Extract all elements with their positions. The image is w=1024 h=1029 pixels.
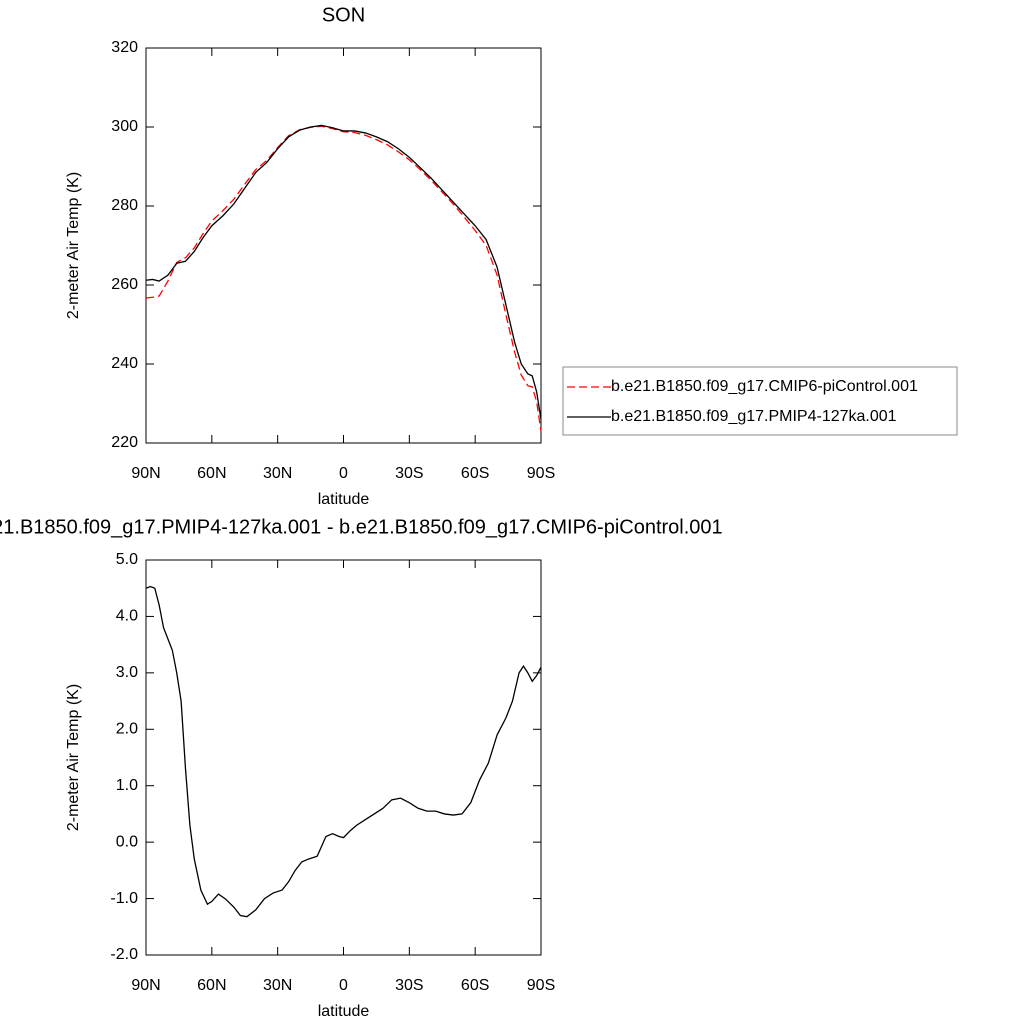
x-axis-label: latitude [318, 491, 370, 508]
data-line [145, 124, 542, 420]
x-tick-label: 90N [131, 977, 160, 994]
y-tick-label: -2.0 [110, 946, 138, 963]
x-tick-label: 90N [131, 465, 160, 482]
data-line [145, 125, 542, 432]
y-tick-label: 3.0 [116, 664, 138, 681]
y-tick-label: 300 [111, 118, 138, 135]
x-tick-label: 90S [527, 977, 555, 994]
x-tick-label: 0 [339, 977, 348, 994]
y-axis-label: 2-meter Air Temp (K) [65, 684, 82, 831]
x-axis-label: latitude [318, 1003, 370, 1020]
y-tick-label: -1.0 [110, 890, 138, 907]
legend-box [562, 366, 958, 436]
y-tick-label: 280 [111, 197, 138, 214]
data-line [145, 585, 542, 918]
legend-label: b.e21.B1850.f09_g17.CMIP6-piControl.001 [611, 378, 918, 395]
y-tick-label: 1.0 [116, 777, 138, 794]
x-tick-label: 30S [395, 977, 423, 994]
x-tick-label: 60S [461, 465, 489, 482]
x-tick-label: 0 [339, 465, 348, 482]
plot-frame [145, 559, 542, 956]
y-axis-label: 2-meter Air Temp (K) [65, 172, 82, 319]
chart-title: SON [322, 4, 365, 26]
y-tick-label: 260 [111, 276, 138, 293]
y-tick-label: 0.0 [116, 833, 138, 850]
legend-label: b.e21.B1850.f09_g17.PMIP4-127ka.001 [611, 408, 897, 425]
x-tick-label: 90S [527, 465, 555, 482]
x-tick-label: 60N [197, 977, 226, 994]
chart-title: b.e21.B1850.f09_g17.PMIP4-127ka.001 - b.… [0, 516, 723, 538]
x-tick-label: 30N [263, 465, 292, 482]
y-tick-label: 240 [111, 355, 138, 372]
x-tick-label: 30S [395, 465, 423, 482]
x-tick-label: 30N [263, 977, 292, 994]
y-tick-label: 5.0 [116, 551, 138, 568]
y-tick-label: 2.0 [116, 721, 138, 738]
x-tick-label: 60S [461, 977, 489, 994]
y-tick-label: 4.0 [116, 608, 138, 625]
x-tick-label: 60N [197, 465, 226, 482]
y-tick-label: 220 [111, 434, 138, 451]
plot-frame [145, 47, 542, 444]
y-tick-label: 320 [111, 39, 138, 56]
